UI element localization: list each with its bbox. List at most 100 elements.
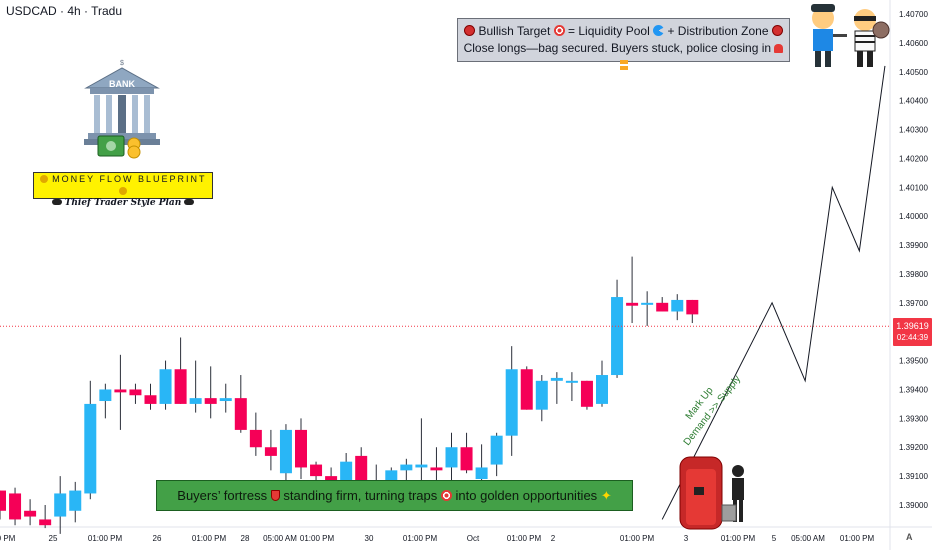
top-banner-text-b: = Liquidity Pool <box>568 24 650 38</box>
top-banner-line1: Bullish Target = Liquidity Pool + Distri… <box>458 23 789 40</box>
symbol-title: USDCAD · 4h · Tradu <box>6 4 123 18</box>
candle-up <box>340 461 353 485</box>
time-tick-label: 25 <box>49 534 58 543</box>
bottom-annotation-banner: Buyers’ fortress standing firm, turning … <box>156 480 633 511</box>
last-price-value: 1.39619 <box>896 321 929 332</box>
candle-down <box>355 455 368 482</box>
time-tick-label: Oct <box>467 534 480 543</box>
price-tick-label: 1.39500 <box>899 357 928 366</box>
money-flow-card: MONEY FLOW BLUEPRINT Thief Trader Style … <box>33 172 213 208</box>
money-flow-line2-row: Thief Trader Style Plan <box>34 197 212 209</box>
money-bag-icon <box>39 175 48 183</box>
red-circle-icon <box>464 25 476 36</box>
mask-icon <box>51 199 62 205</box>
price-tick-label: 1.39100 <box>899 472 928 481</box>
pacman-icon <box>653 25 665 36</box>
price-axis-labels: 1.39000 1.39100 1.39200 1.39300 1.39400 1.395… <box>899 10 928 510</box>
sparkle-icon: ✦ <box>600 488 612 503</box>
time-tick-label: 01:00 PM <box>721 534 756 543</box>
candle-up <box>445 447 458 468</box>
price-tick-label: 1.40400 <box>899 97 928 106</box>
shield-icon <box>270 490 280 501</box>
time-tick-label: 01:00 PM <box>507 534 542 543</box>
candle-down <box>129 389 142 396</box>
time-tick-label: 28 <box>241 534 250 543</box>
bank-label: BANK <box>109 79 135 89</box>
candle-up <box>415 464 428 468</box>
top-annotation-banner: Bullish Target = Liquidity Pool + Distri… <box>457 18 790 70</box>
money-flow-title: MONEY FLOW BLUEPRINT <box>52 174 207 184</box>
time-tick-label: 26 <box>153 534 162 543</box>
money-flow-subtitle: Thief Trader Style Plan <box>64 198 182 208</box>
candle-down <box>430 467 443 471</box>
candle-down <box>656 302 669 312</box>
siren-icon <box>774 44 784 53</box>
candle-up <box>99 389 112 402</box>
time-tick-label: 5 <box>772 534 777 543</box>
time-tick-label: 01:00 PM <box>192 534 227 543</box>
candle-up <box>189 398 202 404</box>
candle-down <box>580 380 593 407</box>
time-tick-label: 3 <box>684 534 689 543</box>
time-tick-label: 01:00 PM <box>840 534 875 543</box>
candle-down <box>234 398 247 430</box>
candle-up <box>219 398 232 402</box>
candle-down <box>144 395 157 404</box>
red-circle-icon <box>771 25 783 36</box>
thief-vault-illustration <box>679 456 744 530</box>
candle-up <box>641 302 654 305</box>
price-tick-label: 1.40000 <box>899 212 928 221</box>
mask-icon <box>184 199 195 205</box>
hourglass-icon <box>619 60 628 70</box>
candle-down <box>24 510 37 517</box>
candle-down <box>686 299 699 315</box>
candle-up <box>505 369 518 436</box>
candle-down <box>460 447 473 471</box>
bottom-banner-text-3: into golden opportunities <box>455 488 598 503</box>
tradingview-logo-icon[interactable]: A <box>906 532 913 542</box>
candles-group <box>0 256 699 534</box>
bottom-banner-text-1: Buyers’ fortress <box>177 488 268 503</box>
candle-up <box>54 493 67 517</box>
time-tick-label: 01:00 PM <box>88 534 123 543</box>
time-tick-label: 01:00 PM <box>300 534 335 543</box>
candle-down <box>249 429 262 448</box>
candle-up <box>490 435 503 465</box>
candle-up <box>671 299 684 312</box>
candle-down <box>9 493 22 520</box>
projection-path-line <box>661 65 886 520</box>
price-tick-label: 1.39800 <box>899 270 928 279</box>
candle-down <box>310 464 323 477</box>
candle-down <box>325 476 338 482</box>
time-tick-label: 05:00 AM <box>791 534 825 543</box>
price-tick-label: 1.40600 <box>899 39 928 48</box>
price-tick-label: 1.40300 <box>899 126 928 135</box>
time-tick-label: 0 PM <box>0 534 16 543</box>
candle-up <box>596 375 608 404</box>
top-banner-text-c: + Distribution Zone <box>667 24 769 38</box>
money-flow-line1-row: MONEY FLOW BLUEPRINT <box>34 173 212 197</box>
candle-up <box>400 464 413 471</box>
price-tick-label: 1.39400 <box>899 385 928 394</box>
candle-down <box>0 490 6 511</box>
svg-text:$: $ <box>120 60 124 67</box>
candle-up <box>69 490 82 511</box>
top-banner-text-line2: Close longs—bag secured. Buyers stuck, p… <box>463 41 772 55</box>
time-tick-label: 30 <box>365 534 374 543</box>
time-tick-label: 2 <box>551 534 556 543</box>
candle-up <box>565 380 578 383</box>
police-thief-illustration <box>811 4 890 67</box>
candle-down <box>114 389 127 393</box>
price-tick-label: 1.39200 <box>899 443 928 452</box>
candle-down <box>174 369 187 404</box>
time-tick-label: 05:00 AM <box>263 534 297 543</box>
price-tick-label: 1.40500 <box>899 68 928 77</box>
target-icon <box>440 490 452 501</box>
time-tick-label: 01:00 PM <box>403 534 438 543</box>
bottom-banner-text-2: standing firm, turning traps <box>283 488 438 503</box>
candle-up <box>535 380 548 410</box>
candle-down <box>626 302 639 306</box>
price-tick-label: 1.40700 <box>899 10 928 19</box>
